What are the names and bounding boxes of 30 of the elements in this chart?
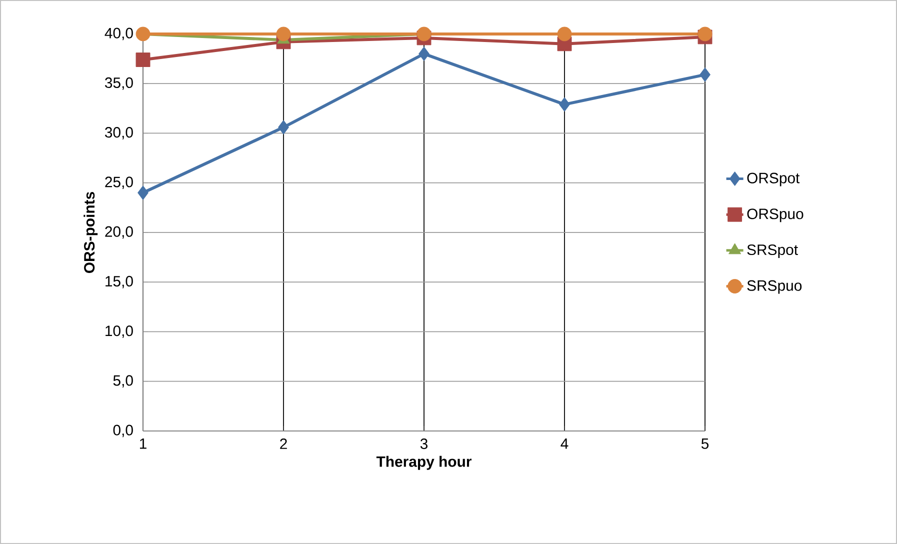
x-tick-label: 3 xyxy=(420,438,428,450)
point xyxy=(416,26,432,42)
y-tick-label: 0,0 xyxy=(113,424,133,438)
y-tick-label: 10,0 xyxy=(106,326,133,338)
y-axis-title: ORS-points xyxy=(84,192,98,273)
x-tick-label: 5 xyxy=(701,438,709,449)
x-tick-label: 1 xyxy=(140,438,146,449)
legend-label: ORSpot xyxy=(747,172,800,186)
y-tick-label: 30,0 xyxy=(104,127,133,140)
legend-label: SRSpuo xyxy=(747,280,802,294)
point xyxy=(278,120,289,135)
x-tick-label: 2 xyxy=(280,438,287,449)
y-tick-label: 35,0 xyxy=(104,77,133,90)
y-tick-label: 20,0 xyxy=(105,226,133,239)
point xyxy=(418,46,430,62)
point xyxy=(136,52,150,68)
x-tick-label: 4 xyxy=(560,438,568,449)
point xyxy=(698,26,712,42)
y-tick-label: 25,0 xyxy=(105,176,133,190)
point xyxy=(138,186,148,200)
legend-label: SRSpot xyxy=(747,244,798,258)
point xyxy=(700,67,710,82)
y-tick-label: 15,0 xyxy=(106,276,133,288)
x-axis-title: Therapy hour xyxy=(376,456,472,470)
y-tick-label: 40,0 xyxy=(104,28,133,40)
legend-label: ORSpuo xyxy=(747,208,804,222)
point xyxy=(136,26,150,42)
point xyxy=(557,26,572,42)
point xyxy=(559,97,570,112)
y-tick-label: 5,0 xyxy=(113,375,133,388)
